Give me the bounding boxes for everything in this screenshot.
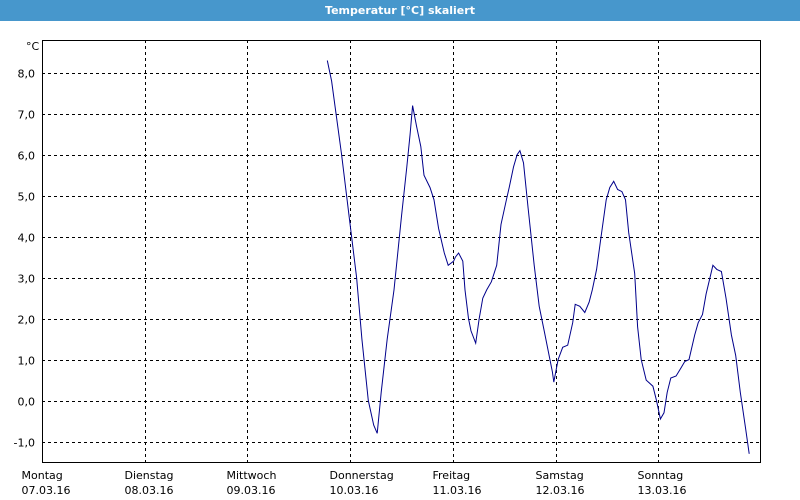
x-tick-day-label: Mittwoch xyxy=(227,469,277,482)
plot-frame xyxy=(42,40,761,463)
x-tick-date-label: 11.03.16 xyxy=(433,484,482,497)
y-tick-label: 8,0 xyxy=(18,68,36,81)
x-tick-day-label: Sonntag xyxy=(638,469,684,482)
x-tick-day-label: Dienstag xyxy=(125,469,174,482)
y-tick-label: 7,0 xyxy=(18,109,36,122)
temperature-series-line xyxy=(326,60,750,454)
x-tick-day-label: Montag xyxy=(22,469,63,482)
temperature-chart: 8,0 7,0 6,0 5,0 4,0 3,0 2,0 1,0 0,0 -1,0 Montag 07.… xyxy=(0,21,800,500)
y-tick-label: 0,0 xyxy=(18,396,36,409)
x-tick-date-label: 13.03.16 xyxy=(638,484,687,497)
y-tick-label: 4,0 xyxy=(18,232,36,245)
x-tick-day-label: Freitag xyxy=(433,469,471,482)
chart-title: Temperatur [°C] skaliert xyxy=(325,4,475,17)
x-tick-day-label: Samstag xyxy=(536,469,584,482)
y-tick-label: 1,0 xyxy=(18,355,36,368)
x-tick-date-label: 12.03.16 xyxy=(536,484,585,497)
y-tick-label: 3,0 xyxy=(18,273,36,286)
x-tick-date-label: 10.03.16 xyxy=(330,484,379,497)
y-tick-label: 5,0 xyxy=(18,191,36,204)
x-tick-day-label: Donnerstag xyxy=(330,469,394,482)
x-tick-date-label: 08.03.16 xyxy=(125,484,174,497)
y-unit-label: °C xyxy=(26,40,40,53)
chart-title-bar: Temperatur [°C] skaliert xyxy=(0,0,800,21)
x-tick-date-label: 07.03.16 xyxy=(22,484,71,497)
x-tick-date-label: 09.03.16 xyxy=(227,484,276,497)
chart-canvas: 8,0 7,0 6,0 5,0 4,0 3,0 2,0 1,0 0,0 -1,0 Montag 07.… xyxy=(14,40,761,497)
y-tick-label: -1,0 xyxy=(14,437,35,450)
y-tick-label: 6,0 xyxy=(18,150,36,163)
y-tick-label: 2,0 xyxy=(18,314,36,327)
